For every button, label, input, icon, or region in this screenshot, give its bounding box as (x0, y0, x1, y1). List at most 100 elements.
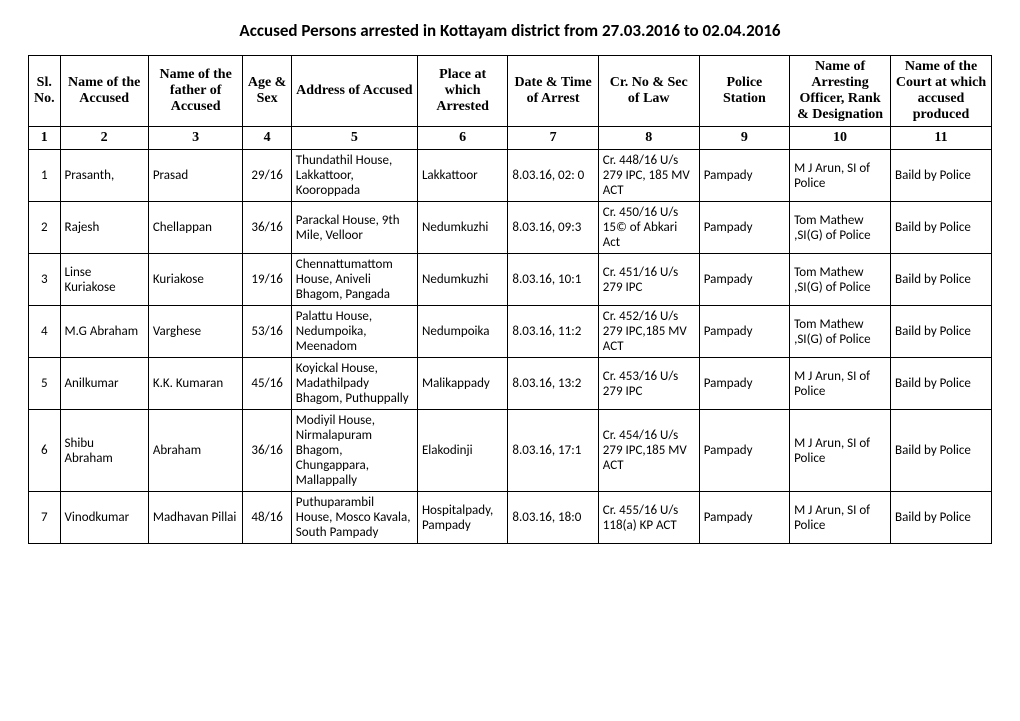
th-place: Place at which Arrested (417, 56, 507, 127)
cell-father: Kuriakose (148, 254, 243, 306)
cell-ps: Pampady (699, 254, 789, 306)
th-date: Date & Time of Arrest (508, 56, 598, 127)
cell-off: Tom Mathew ,SI(G) of Police (790, 306, 891, 358)
cell-cr: Cr. 451/16 U/s 279 IPC (598, 254, 699, 306)
cell-ps: Pampady (699, 202, 789, 254)
cell-off: M J Arun, SI of Police (790, 492, 891, 544)
cell-ps: Pampady (699, 410, 789, 492)
cell-off: Tom Mathew ,SI(G) of Police (790, 254, 891, 306)
cell-addr: Puthuparambil House, Mosco Kavala, South… (291, 492, 417, 544)
cell-ps: Pampady (699, 150, 789, 202)
cell-court: Baild by Police (891, 306, 992, 358)
cell-off: Tom Mathew ,SI(G) of Police (790, 202, 891, 254)
cell-name: Shibu Abraham (60, 410, 148, 492)
table-row: 1Prasanth,Prasad29/16Thundathil House, L… (29, 150, 992, 202)
table-row: 3Linse KuriakoseKuriakose19/16Chennattum… (29, 254, 992, 306)
th-ps: Police Station (699, 56, 789, 127)
cell-sl: 2 (29, 202, 61, 254)
colnum: 6 (417, 127, 507, 150)
cell-father: Madhavan Pillai (148, 492, 243, 544)
cell-addr: Modiyil House, Nirmalapuram Bhagom, Chun… (291, 410, 417, 492)
cell-addr: Parackal House, 9th Mile, Velloor (291, 202, 417, 254)
th-court: Name of the Court at which accused produ… (891, 56, 992, 127)
cell-age: 45/16 (243, 358, 291, 410)
cell-place: Lakkattoor (417, 150, 507, 202)
cell-name: Vinodkumar (60, 492, 148, 544)
colnum: 3 (148, 127, 243, 150)
th-sl: Sl. No. (29, 56, 61, 127)
cell-age: 48/16 (243, 492, 291, 544)
cell-addr: Palattu House, Nedumpoika, Meenadom (291, 306, 417, 358)
cell-sl: 5 (29, 358, 61, 410)
cell-age: 19/16 (243, 254, 291, 306)
header-row: Sl. No. Name of the Accused Name of the … (29, 56, 992, 127)
cell-father: Varghese (148, 306, 243, 358)
cell-place: Nedumpoika (417, 306, 507, 358)
cell-ps: Pampady (699, 306, 789, 358)
cell-addr: Chennattumattom House, Aniveli Bhagom, P… (291, 254, 417, 306)
cell-age: 36/16 (243, 202, 291, 254)
cell-court: Baild by Police (891, 150, 992, 202)
th-addr: Address of Accused (291, 56, 417, 127)
cell-sl: 4 (29, 306, 61, 358)
cell-ps: Pampady (699, 358, 789, 410)
cell-sl: 3 (29, 254, 61, 306)
cell-place: Nedumkuzhi (417, 254, 507, 306)
cell-cr: Cr. 455/16 U/s 118(a) KP ACT (598, 492, 699, 544)
cell-date: 8.03.16, 10:1 (508, 254, 598, 306)
cell-name: Anilkumar (60, 358, 148, 410)
table-row: 6Shibu AbrahamAbraham36/16Modiyil House,… (29, 410, 992, 492)
colnum: 9 (699, 127, 789, 150)
cell-date: 8.03.16, 18:0 (508, 492, 598, 544)
cell-addr: Thundathil House, Lakkattoor, Kooroppada (291, 150, 417, 202)
table-row: 2RajeshChellappan36/16Parackal House, 9t… (29, 202, 992, 254)
cell-place: Nedumkuzhi (417, 202, 507, 254)
cell-father: Prasad (148, 150, 243, 202)
cell-age: 36/16 (243, 410, 291, 492)
th-age: Age & Sex (243, 56, 291, 127)
header-number-row: 1 2 3 4 5 6 7 8 9 10 11 (29, 127, 992, 150)
cell-place: Hospitalpady, Pampady (417, 492, 507, 544)
cell-sl: 1 (29, 150, 61, 202)
cell-date: 8.03.16, 09:3 (508, 202, 598, 254)
cell-name: Linse Kuriakose (60, 254, 148, 306)
page-title: Accused Persons arrested in Kottayam dis… (28, 20, 992, 41)
cell-court: Baild by Police (891, 202, 992, 254)
cell-cr: Cr. 453/16 U/s 279 IPC (598, 358, 699, 410)
arrests-table: Sl. No. Name of the Accused Name of the … (28, 55, 992, 544)
cell-name: M.G Abraham (60, 306, 148, 358)
cell-sl: 7 (29, 492, 61, 544)
cell-date: 8.03.16, 13:2 (508, 358, 598, 410)
th-off: Name of Arresting Officer, Rank & Design… (790, 56, 891, 127)
cell-date: 8.03.16, 11:2 (508, 306, 598, 358)
table-row: 5AnilkumarK.K. Kumaran45/16Koyickal Hous… (29, 358, 992, 410)
table-body: 1Prasanth,Prasad29/16Thundathil House, L… (29, 150, 992, 544)
cell-off: M J Arun, SI of Police (790, 410, 891, 492)
cell-name: Rajesh (60, 202, 148, 254)
colnum: 11 (891, 127, 992, 150)
cell-off: M J Arun, SI of Police (790, 358, 891, 410)
th-father: Name of the father of Accused (148, 56, 243, 127)
th-name: Name of the Accused (60, 56, 148, 127)
colnum: 10 (790, 127, 891, 150)
cell-name: Prasanth, (60, 150, 148, 202)
colnum: 1 (29, 127, 61, 150)
cell-place: Elakodinji (417, 410, 507, 492)
cell-cr: Cr. 448/16 U/s 279 IPC, 185 MV ACT (598, 150, 699, 202)
cell-court: Baild by Police (891, 254, 992, 306)
cell-cr: Cr. 454/16 U/s 279 IPC,185 MV ACT (598, 410, 699, 492)
cell-court: Baild by Police (891, 410, 992, 492)
cell-place: Malikappady (417, 358, 507, 410)
colnum: 7 (508, 127, 598, 150)
cell-addr: Koyickal House, Madathilpady Bhagom, Put… (291, 358, 417, 410)
cell-sl: 6 (29, 410, 61, 492)
table-row: 4M.G AbrahamVarghese53/16Palattu House, … (29, 306, 992, 358)
cell-father: Abraham (148, 410, 243, 492)
cell-date: 8.03.16, 17:1 (508, 410, 598, 492)
colnum: 2 (60, 127, 148, 150)
cell-court: Baild by Police (891, 492, 992, 544)
cell-cr: Cr. 450/16 U/s 15© of Abkari Act (598, 202, 699, 254)
cell-ps: Pampady (699, 492, 789, 544)
colnum: 4 (243, 127, 291, 150)
cell-date: 8.03.16, 02: 0 (508, 150, 598, 202)
